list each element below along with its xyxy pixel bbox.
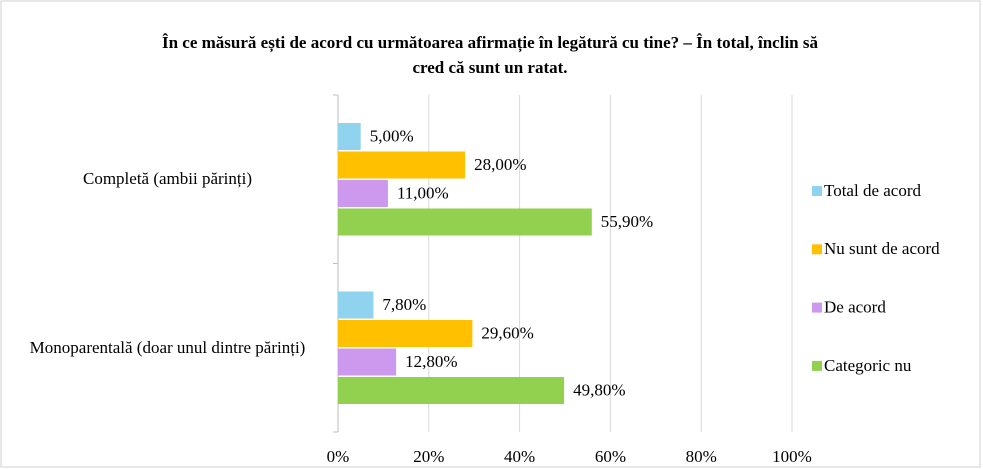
x-tick-label: 100%: [772, 447, 812, 466]
value-label: 12,80%: [405, 352, 457, 371]
value-label: 28,00%: [474, 155, 526, 174]
legend-swatch: [812, 360, 822, 371]
legend-label: Nu sunt de acord: [824, 239, 940, 258]
bar: [338, 348, 397, 376]
bar: [338, 123, 361, 150]
y-tick-label: Completă (ambii părinți): [82, 169, 252, 189]
bar: [338, 208, 592, 236]
value-label: 11,00%: [397, 183, 449, 202]
x-tick-label: 20%: [413, 447, 444, 466]
legend-label: Total de acord: [824, 181, 921, 200]
x-tick-label: 80%: [686, 447, 717, 466]
legend-label: De acord: [824, 298, 886, 317]
legend-label: Categoric nu: [824, 356, 912, 375]
x-tick-label: 60%: [595, 447, 626, 466]
value-label: 55,90%: [601, 212, 653, 231]
x-tick-label: 40%: [504, 447, 535, 466]
value-label: 29,60%: [481, 323, 533, 342]
legend-swatch: [812, 244, 822, 255]
bar: [338, 320, 473, 347]
bar: [338, 151, 466, 179]
bar: [338, 377, 565, 404]
y-tick-label: Monoparentală (doar unul dintre părinți): [29, 337, 306, 357]
legend-swatch: [812, 186, 822, 196]
value-label: 49,80%: [573, 380, 625, 399]
chart-title: În ce măsură ești de acord cu următoarea…: [161, 33, 818, 77]
bar: [338, 180, 388, 207]
x-tick-label: 0%: [327, 447, 350, 466]
legend-swatch: [812, 302, 822, 313]
value-label: 5,00%: [370, 126, 414, 145]
bar: [338, 291, 374, 319]
value-label: 7,80%: [382, 295, 426, 314]
